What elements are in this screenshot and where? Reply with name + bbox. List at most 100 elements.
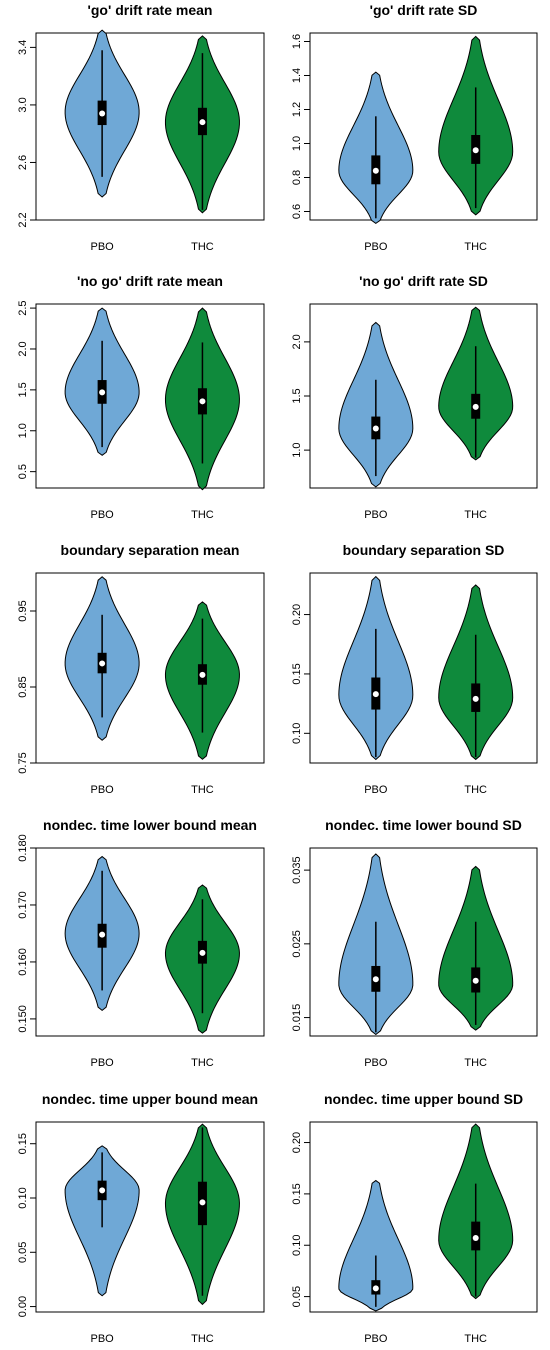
plot-frame bbox=[35, 1121, 265, 1313]
x-category-label: PBO bbox=[91, 509, 115, 521]
x-category-label: THC bbox=[464, 1057, 487, 1069]
median-dot bbox=[372, 691, 379, 698]
median-dot bbox=[99, 110, 106, 117]
x-category-label: THC bbox=[191, 1057, 214, 1069]
plot-frame bbox=[35, 572, 265, 764]
y-tick-label: 3.4 bbox=[17, 40, 29, 55]
x-category-label: PBO bbox=[364, 784, 388, 796]
median-dot bbox=[99, 931, 106, 938]
y-tick-label: 1.4 bbox=[291, 68, 303, 83]
median-dot bbox=[372, 167, 379, 174]
median-dot bbox=[99, 1187, 106, 1194]
panel-3: 'no go' drift rate mean 0.5 1.0 1.5 2.0 2.5 PB… bbox=[17, 273, 265, 521]
median-dot bbox=[472, 1235, 479, 1242]
plot-frame bbox=[35, 847, 265, 1037]
plot-frame bbox=[309, 32, 538, 221]
y-tick-label: 0.00 bbox=[17, 1296, 29, 1317]
panel-8: nondec. time lower bound SD 0.015 0.025 0.0… bbox=[291, 817, 538, 1069]
y-tick-label: 0.85 bbox=[17, 676, 29, 697]
x-category-label: THC bbox=[191, 241, 214, 253]
plot-frame bbox=[35, 303, 265, 489]
y-tick-label: 0.15 bbox=[17, 1133, 29, 1154]
x-category-label: PBO bbox=[364, 1057, 388, 1069]
x-category-label: THC bbox=[191, 784, 214, 796]
plot-frame bbox=[309, 847, 538, 1037]
y-tick-label: 1.5 bbox=[17, 382, 29, 397]
y-tick-label: 0.15 bbox=[291, 663, 303, 684]
y-tick-label: 0.170 bbox=[17, 891, 29, 919]
median-dot bbox=[199, 119, 206, 126]
y-tick-label: 0.5 bbox=[17, 464, 29, 479]
violin-pbo bbox=[338, 1179, 414, 1312]
y-tick-label: 2.0 bbox=[17, 341, 29, 356]
x-category-label: THC bbox=[464, 509, 487, 521]
x-category-label: THC bbox=[191, 509, 214, 521]
median-dot bbox=[199, 398, 206, 405]
x-category-label: PBO bbox=[364, 241, 388, 253]
y-tick-label: 0.10 bbox=[291, 1235, 303, 1256]
y-tick-label: 0.20 bbox=[291, 604, 303, 625]
median-dot bbox=[472, 977, 479, 984]
y-tick-label: 1.5 bbox=[291, 388, 303, 403]
panel-6: boundary separation SD 0.10 0.15 0.20 PBO THC bbox=[291, 542, 538, 796]
median-dot bbox=[199, 949, 206, 956]
x-category-label: THC bbox=[464, 784, 487, 796]
panel-title: boundary separation SD bbox=[343, 542, 505, 558]
y-tick-label: 0.75 bbox=[17, 752, 29, 773]
panel-title: nondec. time upper bound mean bbox=[42, 1091, 258, 1107]
panel-title: nondec. time lower bound SD bbox=[325, 817, 522, 833]
y-tick-label: 0.015 bbox=[291, 1004, 303, 1032]
x-category-label: THC bbox=[191, 1333, 214, 1345]
y-tick-label: 0.035 bbox=[291, 856, 303, 884]
panel-7: nondec. time lower bound mean 0.150 0.160 0… bbox=[17, 817, 265, 1069]
x-category-label: PBO bbox=[91, 784, 115, 796]
y-tick-label: 0.10 bbox=[17, 1187, 29, 1208]
x-category-label: PBO bbox=[91, 241, 115, 253]
y-tick-label: 0.6 bbox=[291, 204, 303, 219]
panel-title: 'no go' drift rate SD bbox=[359, 273, 488, 289]
panel-title: nondec. time upper bound SD bbox=[324, 1091, 523, 1107]
median-dot bbox=[472, 695, 479, 702]
y-tick-label: 2.6 bbox=[17, 155, 29, 170]
panel-title: 'go' drift rate SD bbox=[370, 2, 478, 18]
panel-4: 'no go' drift rate SD 1.0 1.5 2.0 PBO THC bbox=[291, 273, 538, 521]
panel-title: 'no go' drift rate mean bbox=[77, 273, 223, 289]
panel-10: nondec. time upper bound SD 0.05 0.10 0.15 0… bbox=[291, 1091, 538, 1345]
panel-5: boundary separation mean 0.75 0.85 0.95 PBO T… bbox=[17, 542, 265, 796]
median-dot bbox=[99, 660, 106, 667]
panel-title: 'go' drift rate mean bbox=[88, 2, 213, 18]
y-tick-label: 0.20 bbox=[291, 1132, 303, 1153]
y-tick-label: 2.2 bbox=[17, 212, 29, 227]
x-category-label: THC bbox=[464, 1333, 487, 1345]
y-tick-label: 2.5 bbox=[17, 300, 29, 315]
median-dot bbox=[372, 1285, 379, 1292]
median-dot bbox=[99, 389, 106, 396]
median-dot bbox=[372, 976, 379, 983]
x-category-label: PBO bbox=[91, 1057, 115, 1069]
panel-1: 'go' drift rate mean 2.2 2.6 3.0 3.4 PBO THC bbox=[17, 2, 265, 253]
y-tick-label: 2.0 bbox=[291, 334, 303, 349]
y-tick-label: 0.95 bbox=[17, 600, 29, 621]
y-tick-label: 0.8 bbox=[291, 170, 303, 185]
plot-frame bbox=[35, 32, 265, 221]
panel-9: nondec. time upper bound mean 0.00 0.05 0.1… bbox=[17, 1091, 265, 1345]
x-category-label: PBO bbox=[364, 509, 388, 521]
panel-title: boundary separation mean bbox=[61, 542, 240, 558]
median-dot bbox=[472, 403, 479, 410]
median-dot bbox=[472, 147, 479, 154]
y-tick-label: 0.15 bbox=[291, 1183, 303, 1204]
median-dot bbox=[199, 1199, 206, 1206]
y-tick-label: 0.180 bbox=[17, 834, 29, 862]
y-tick-label: 1.0 bbox=[291, 136, 303, 151]
y-tick-label: 1.6 bbox=[291, 34, 303, 49]
y-tick-label: 1.0 bbox=[291, 442, 303, 457]
y-tick-label: 0.10 bbox=[291, 723, 303, 744]
x-category-label: THC bbox=[464, 241, 487, 253]
y-tick-label: 0.05 bbox=[291, 1286, 303, 1307]
x-category-label: PBO bbox=[364, 1333, 388, 1345]
y-tick-label: 1.2 bbox=[291, 102, 303, 117]
panel-2: 'go' drift rate SD 0.6 0.8 1.0 1.2 1.4 1.6 PBO T… bbox=[291, 2, 538, 253]
y-tick-label: 0.160 bbox=[17, 948, 29, 976]
y-tick-label: 3.0 bbox=[17, 97, 29, 112]
